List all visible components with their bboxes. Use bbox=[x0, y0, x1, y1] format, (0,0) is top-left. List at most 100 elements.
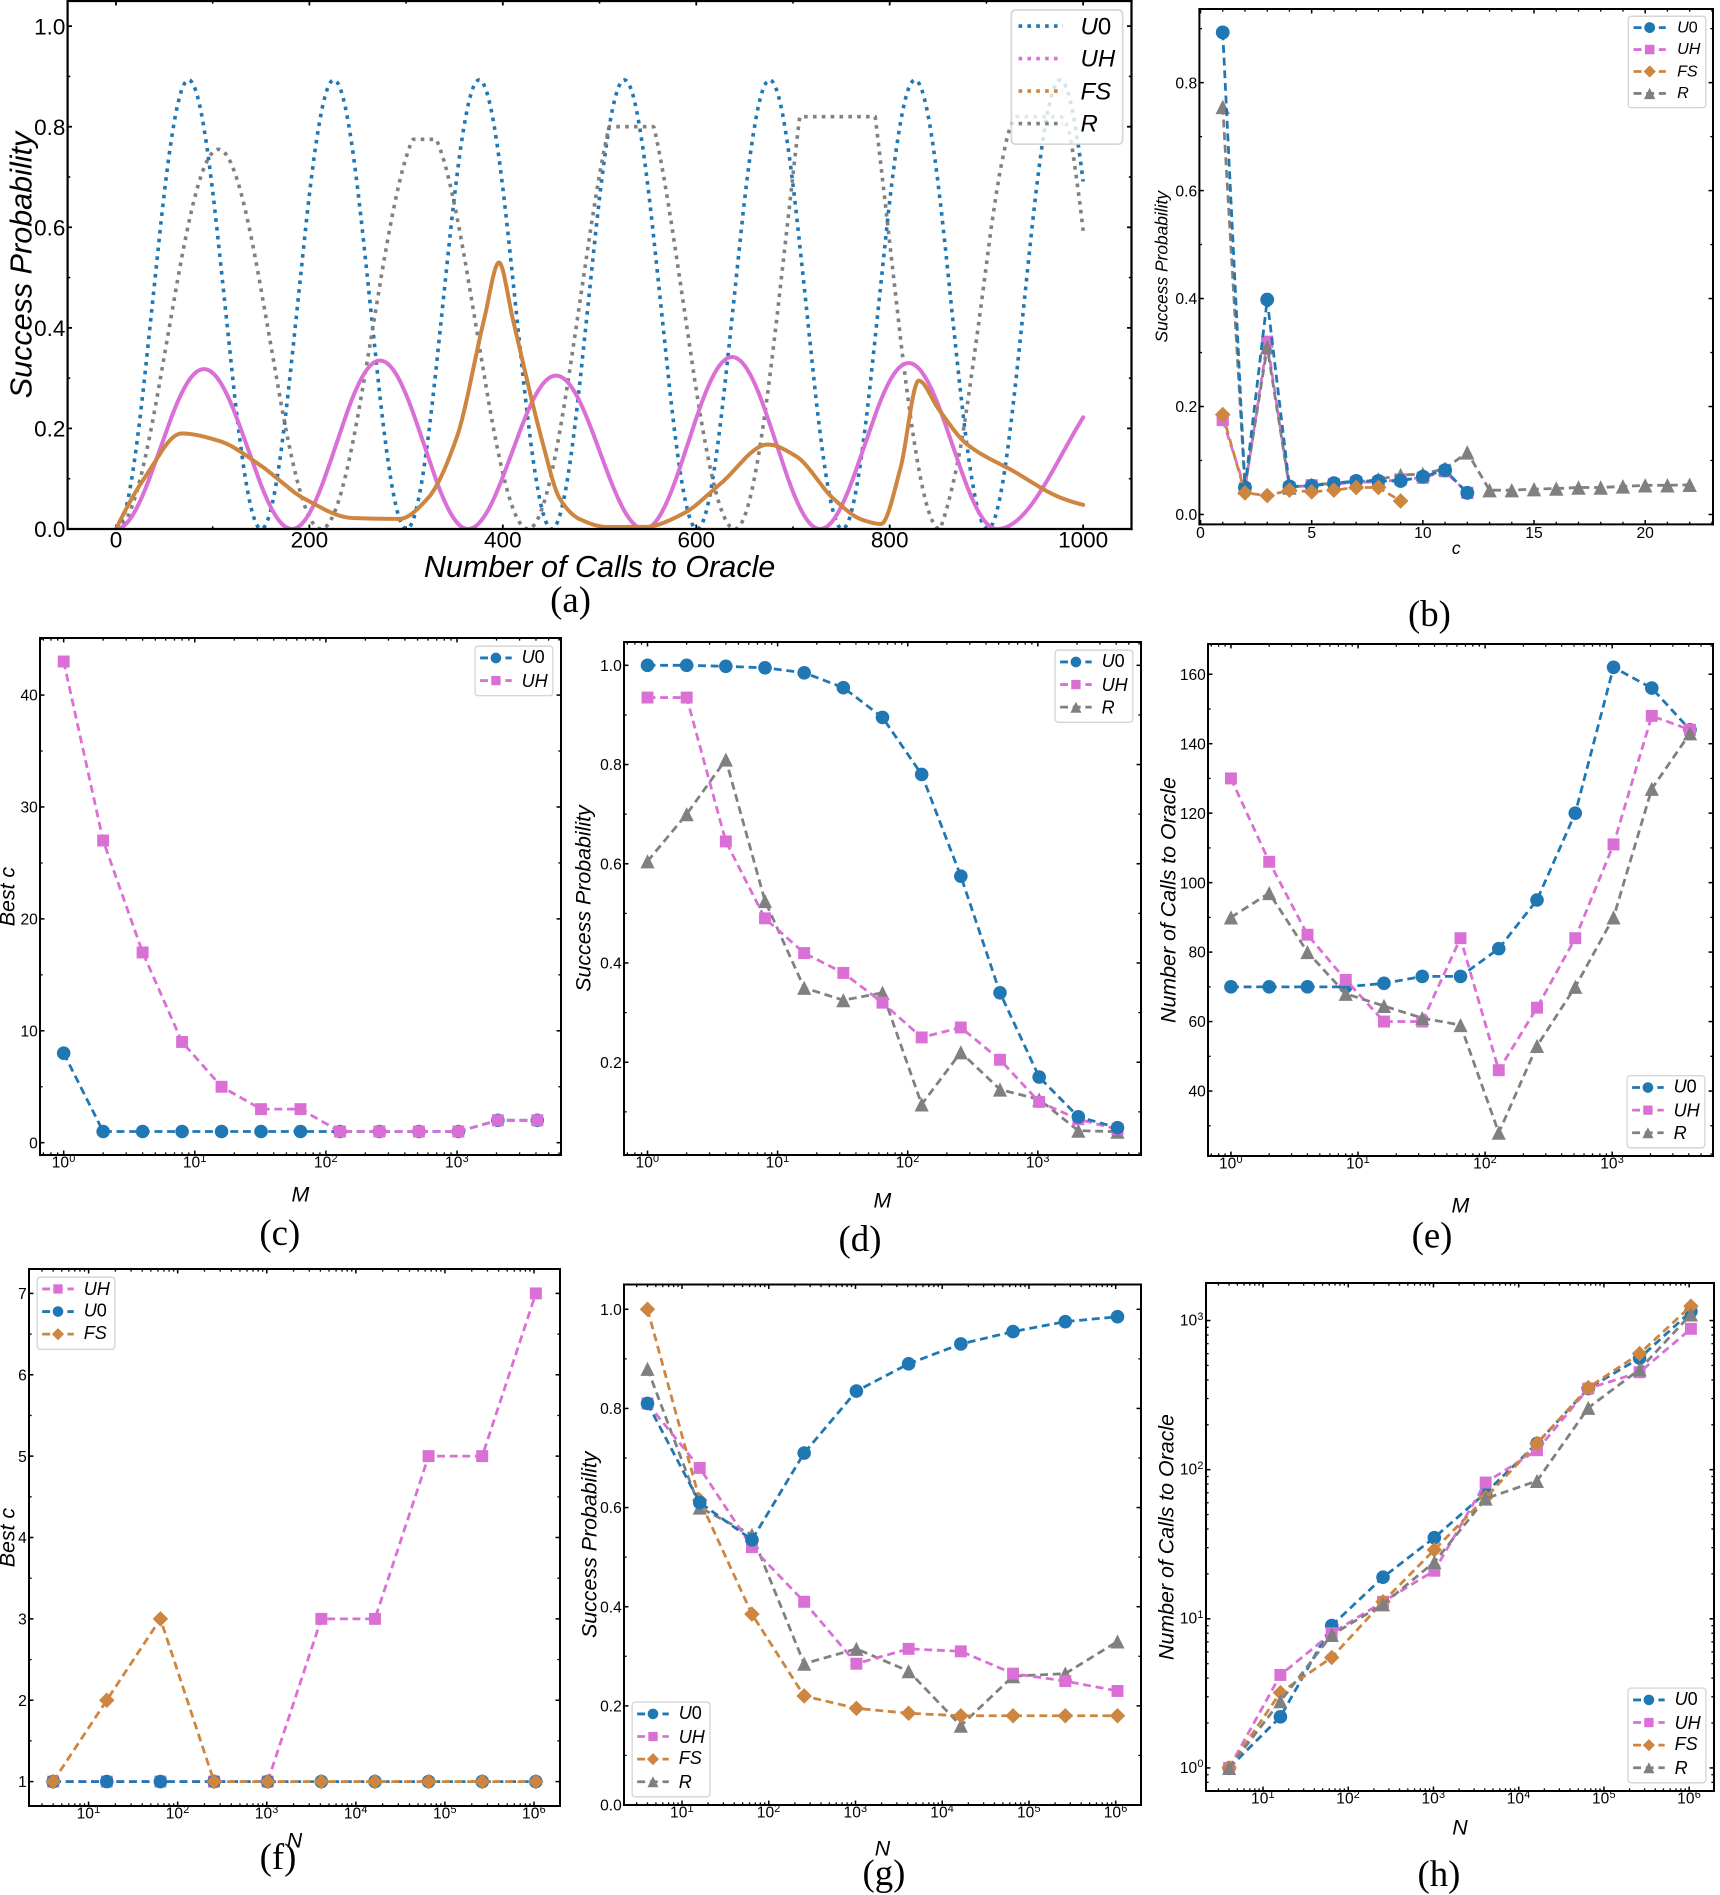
svg-text:U 0: U 0 bbox=[84, 1297, 107, 1322]
svg-text:10: 10 bbox=[1414, 525, 1432, 542]
svg-text:(h): (h) bbox=[1418, 1853, 1461, 1894]
svg-text:1 0 3: 1 0 3 bbox=[255, 1799, 279, 1824]
svg-text:0.8: 0.8 bbox=[1175, 75, 1197, 92]
svg-text:1: 1 bbox=[18, 1774, 27, 1791]
svg-text:B e s t: B e s t c bbox=[0, 1508, 20, 1568]
svg-text:N: N bbox=[287, 1829, 303, 1853]
svg-text:M: M bbox=[292, 1183, 310, 1207]
svg-text:1.0: 1.0 bbox=[600, 1302, 622, 1319]
svg-text:800: 800 bbox=[871, 528, 909, 553]
svg-text:U H: U H bbox=[1675, 1709, 1702, 1734]
svg-text:20: 20 bbox=[1636, 525, 1654, 542]
svg-text:1 0 3: 1 0 3 bbox=[1026, 1148, 1050, 1173]
svg-text:1 0 4: 1 0 4 bbox=[344, 1799, 368, 1824]
svg-text:1 0 1: 1 0 1 bbox=[1251, 1784, 1275, 1809]
svg-text:U 0: U 0 bbox=[522, 643, 545, 668]
svg-text:1 0 0: 1 0 0 bbox=[1219, 1149, 1243, 1174]
svg-text:Number of Calls to Oracle: Number of Calls to Oracle bbox=[1155, 1414, 1179, 1660]
svg-text:(d): (d) bbox=[839, 1218, 882, 1259]
svg-text:1 0 6: 1 0 6 bbox=[1677, 1784, 1701, 1809]
svg-text:1 0 1: 1 0 1 bbox=[670, 1798, 694, 1823]
svg-text:U 0: U 0 bbox=[1102, 647, 1125, 672]
svg-text:F S: F S bbox=[1675, 1730, 1698, 1755]
svg-text:0.4: 0.4 bbox=[600, 956, 622, 973]
svg-text:140: 140 bbox=[1180, 736, 1206, 753]
svg-text:1 0 4: 1 0 4 bbox=[1507, 1784, 1531, 1809]
svg-text:U 0: U 0 bbox=[1675, 1685, 1698, 1710]
svg-text:Success Probability: Success Probability bbox=[1151, 190, 1171, 343]
svg-text:1.0: 1.0 bbox=[34, 14, 65, 39]
svg-text:R: R bbox=[1081, 111, 1098, 138]
svg-text:6: 6 bbox=[18, 1367, 27, 1384]
svg-text:1 0 3: 1 0 3 bbox=[844, 1798, 868, 1823]
svg-text:1 0 3: 1 0 3 bbox=[1180, 1305, 1204, 1330]
svg-text:Success Probability: Success Probability bbox=[572, 804, 596, 992]
svg-text:(c): (c) bbox=[259, 1212, 300, 1253]
svg-text:(a): (a) bbox=[550, 579, 591, 620]
svg-text:4: 4 bbox=[18, 1530, 27, 1547]
svg-text:10: 10 bbox=[20, 1023, 38, 1040]
svg-text:0.4: 0.4 bbox=[34, 316, 65, 341]
svg-text:0.6: 0.6 bbox=[600, 856, 622, 873]
svg-text:0.2: 0.2 bbox=[1175, 399, 1197, 416]
svg-text:U 0: U 0 bbox=[1677, 12, 1698, 37]
svg-text:40: 40 bbox=[1188, 1084, 1206, 1101]
svg-text:0.8: 0.8 bbox=[34, 115, 65, 140]
svg-text:Success Probability: Success Probability bbox=[577, 1450, 601, 1638]
svg-text:R: R bbox=[1674, 1123, 1687, 1143]
svg-text:F S: F S bbox=[1677, 56, 1698, 81]
svg-text:1 0 1: 1 0 1 bbox=[766, 1148, 790, 1173]
svg-text:1000: 1000 bbox=[1058, 528, 1108, 553]
svg-text:5: 5 bbox=[18, 1449, 27, 1466]
svg-text:2: 2 bbox=[18, 1693, 27, 1710]
svg-text:0.0: 0.0 bbox=[1175, 507, 1197, 524]
svg-text:0.4: 0.4 bbox=[600, 1599, 622, 1616]
svg-text:400: 400 bbox=[484, 528, 522, 553]
svg-text:1 0 6: 1 0 6 bbox=[522, 1799, 546, 1824]
svg-text:1 0 2: 1 0 2 bbox=[1473, 1149, 1497, 1174]
svg-text:(e): (e) bbox=[1412, 1214, 1453, 1255]
svg-text:c: c bbox=[1452, 538, 1461, 558]
svg-text:5: 5 bbox=[1307, 525, 1316, 542]
svg-text:B e s t: B e s t c bbox=[0, 867, 20, 927]
svg-text:U 0: U 0 bbox=[679, 1699, 702, 1724]
svg-text:R: R bbox=[1677, 84, 1689, 102]
svg-text:0.0: 0.0 bbox=[600, 1798, 622, 1815]
svg-text:60: 60 bbox=[1188, 1014, 1206, 1031]
svg-text:U H: U H bbox=[522, 667, 549, 692]
svg-text:0: 0 bbox=[29, 1135, 38, 1152]
svg-text:1 0 0: 1 0 0 bbox=[636, 1148, 660, 1173]
svg-text:1 0 6: 1 0 6 bbox=[1104, 1798, 1128, 1823]
svg-text:1 0 2: 1 0 2 bbox=[1180, 1455, 1204, 1480]
svg-text:0.2: 0.2 bbox=[600, 1698, 622, 1715]
svg-text:1 0 2: 1 0 2 bbox=[757, 1798, 781, 1823]
svg-text:U 0: U 0 bbox=[1081, 13, 1112, 40]
svg-text:3: 3 bbox=[18, 1612, 27, 1629]
svg-text:N: N bbox=[1452, 1816, 1468, 1840]
svg-text:100: 100 bbox=[1180, 875, 1206, 892]
svg-text:1 0 2: 1 0 2 bbox=[314, 1148, 338, 1173]
svg-text:Success Probability: Success Probability bbox=[5, 130, 39, 398]
svg-text:N: N bbox=[875, 1837, 891, 1861]
svg-text:1 0 0: 1 0 0 bbox=[52, 1148, 76, 1173]
svg-text:0.6: 0.6 bbox=[1175, 183, 1197, 200]
svg-text:1.0: 1.0 bbox=[600, 658, 622, 675]
svg-text:(b): (b) bbox=[1408, 593, 1451, 634]
svg-text:120: 120 bbox=[1180, 806, 1206, 823]
svg-text:F S: F S bbox=[679, 1744, 702, 1769]
svg-text:1 0 2: 1 0 2 bbox=[1336, 1784, 1360, 1809]
svg-text:Number of Calls to Oracle: Number of Calls to Oracle bbox=[1157, 777, 1181, 1023]
svg-text:1 0 5: 1 0 5 bbox=[1592, 1784, 1616, 1809]
svg-text:80: 80 bbox=[1188, 945, 1206, 962]
svg-text:0.0: 0.0 bbox=[34, 517, 65, 542]
svg-text:U H: U H bbox=[679, 1723, 706, 1748]
svg-text:30: 30 bbox=[20, 800, 38, 817]
svg-text:0.6: 0.6 bbox=[34, 215, 65, 240]
svg-text:0.8: 0.8 bbox=[600, 1401, 622, 1418]
svg-text:Number of Calls to Oracle: Number of Calls to Oracle bbox=[424, 550, 775, 584]
svg-text:U H: U H bbox=[84, 1275, 111, 1300]
svg-text:1 0 1: 1 0 1 bbox=[1180, 1604, 1204, 1629]
svg-text:F S: F S bbox=[84, 1319, 107, 1344]
svg-text:F S: F S bbox=[1081, 78, 1112, 105]
svg-text:40: 40 bbox=[20, 688, 38, 705]
